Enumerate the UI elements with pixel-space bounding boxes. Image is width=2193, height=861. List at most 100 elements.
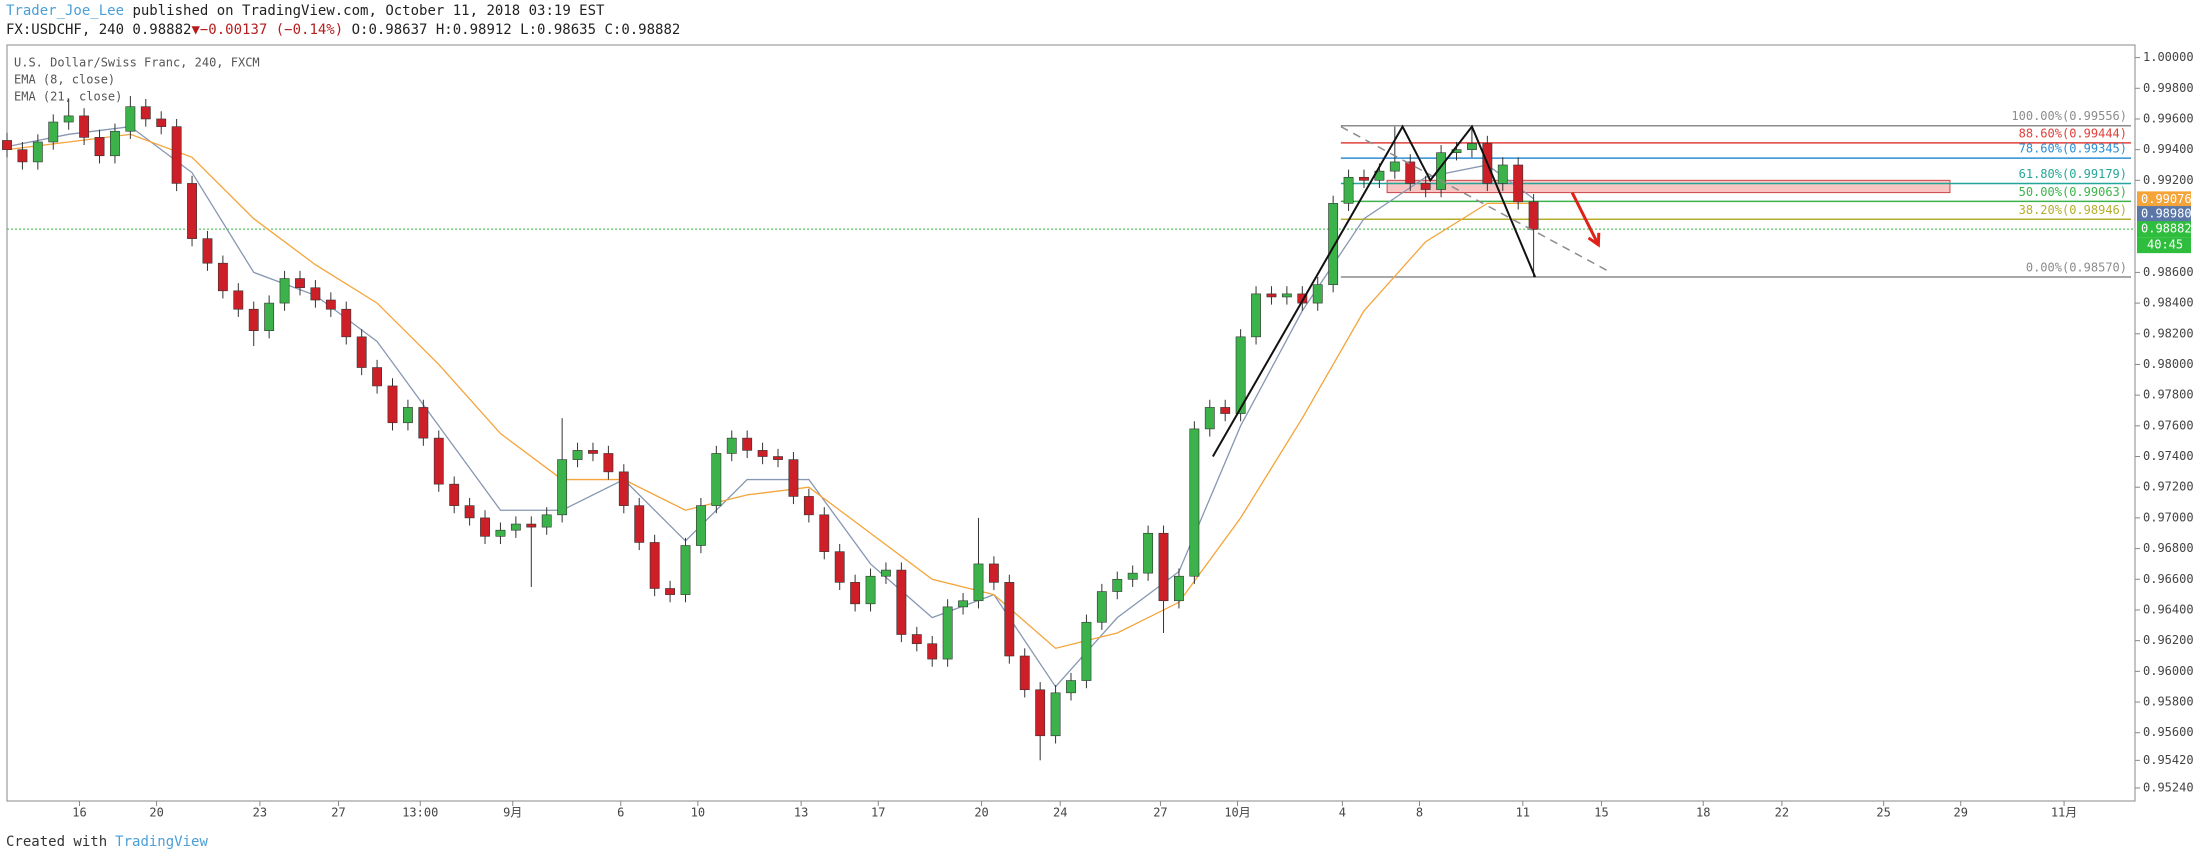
candle-body xyxy=(233,290,244,310)
candle-body xyxy=(1050,692,1061,737)
y-tick-label: 0.95420 xyxy=(2143,753,2193,767)
legend-entry: EMA (21, close) xyxy=(14,90,122,104)
x-tick-label: 8 xyxy=(1416,806,1423,820)
candle-body xyxy=(48,121,59,143)
candle-body xyxy=(680,545,691,595)
x-tick-label: 17 xyxy=(871,806,885,820)
candle-body xyxy=(1174,575,1184,602)
brand[interactable]: TradingView xyxy=(115,834,208,850)
plot-frame xyxy=(6,44,2136,802)
candle-body xyxy=(665,588,675,595)
change: ▼−0.00137 (−0.14%) xyxy=(191,22,344,38)
candle-body xyxy=(1189,428,1200,577)
candle-body xyxy=(1127,572,1138,580)
candle-body xyxy=(63,115,74,123)
y-tick-label: 0.95600 xyxy=(2143,725,2193,739)
candle-body xyxy=(217,262,228,292)
candle-body xyxy=(572,450,583,460)
price-label: 0.99076 xyxy=(2141,192,2192,206)
legend-entry: EMA (8, close) xyxy=(14,73,115,87)
price-label-box xyxy=(2137,221,2191,238)
x-tick-label: 16 xyxy=(72,806,86,820)
y-tick-label: 0.97800 xyxy=(2143,388,2193,402)
candle-body xyxy=(79,115,90,138)
candle-body xyxy=(819,514,830,552)
author[interactable]: Trader_Joe_Lee xyxy=(6,3,125,19)
candle-body xyxy=(988,563,999,583)
price-label: 0.98882 xyxy=(2141,222,2192,236)
x-tick-label: 15 xyxy=(1594,806,1608,820)
candle-body xyxy=(1528,201,1539,230)
candle-body xyxy=(1389,161,1400,172)
candle-body xyxy=(1497,164,1508,184)
y-tick-label: 0.97200 xyxy=(2143,480,2193,494)
x-tick-label: 27 xyxy=(331,806,345,820)
ema-line xyxy=(6,133,1534,650)
candle-body xyxy=(1004,582,1015,657)
fib-label: 50.00%(0.99063) xyxy=(2019,185,2127,199)
candle-body xyxy=(742,437,753,451)
candle-body xyxy=(557,459,568,516)
fib-label: 78.60%(0.99345) xyxy=(2019,142,2127,156)
candle-body xyxy=(1359,176,1369,181)
candle-body xyxy=(1420,183,1431,190)
candle-body xyxy=(973,563,984,602)
candle-body xyxy=(588,450,598,454)
candle-body xyxy=(418,407,429,439)
header-line: FX:USDCHF, 240 0.98882▼−0.00137 (−0.14%)… xyxy=(6,21,680,40)
candle-body xyxy=(248,308,259,332)
candle-body xyxy=(372,367,383,387)
pattern xyxy=(1212,124,1537,458)
candle-body xyxy=(295,278,305,289)
candle-body xyxy=(1204,407,1215,430)
candle-body xyxy=(1405,161,1416,184)
y-tick-label: 1.00000 xyxy=(2143,50,2193,64)
y-tick-label: 0.98400 xyxy=(2143,296,2193,310)
y-tick-label: 0.98000 xyxy=(2143,357,2193,371)
candle-body xyxy=(834,551,845,583)
candle-body xyxy=(279,278,290,304)
candle-body xyxy=(1328,203,1339,285)
ema-line xyxy=(6,125,1534,688)
candle-body xyxy=(1266,293,1277,298)
candle-body xyxy=(757,450,768,457)
candle-body xyxy=(325,299,336,310)
candle-body xyxy=(403,407,413,424)
candle-body xyxy=(634,505,645,543)
candle-body xyxy=(881,569,891,577)
symbol: FX:USDCHF, 240 0.98882 xyxy=(6,22,192,38)
candle-body xyxy=(726,437,737,454)
x-tick-label: 25 xyxy=(1876,806,1890,820)
y-tick-label: 0.99200 xyxy=(2143,173,2193,187)
x-tick-label: 13:00 xyxy=(402,806,438,820)
candle-body xyxy=(1035,689,1046,737)
candle-body xyxy=(958,600,968,608)
x-tick-label: 29 xyxy=(1954,806,1968,820)
candle-body xyxy=(1066,680,1076,694)
x-tick-label: 11月 xyxy=(2051,806,2077,820)
y-tick-label: 0.99800 xyxy=(2143,81,2193,95)
x-tick-label: 4 xyxy=(1339,806,1346,820)
candle-body xyxy=(1467,143,1477,150)
x-tick-label: 27 xyxy=(1153,806,1167,820)
x-tick-label: 20 xyxy=(974,806,988,820)
y-tick-label: 0.98600 xyxy=(2143,265,2193,279)
candle-body xyxy=(464,505,475,519)
candle-body xyxy=(1096,591,1107,623)
candle-body xyxy=(911,634,922,645)
ohlc: O:0.98637 H:0.98912 L:0.98635 C:0.98882 xyxy=(351,22,681,38)
candle-body xyxy=(480,517,490,537)
candle-body xyxy=(1281,293,1292,298)
arrow-head xyxy=(1587,232,1601,248)
y-tick-label: 0.98200 xyxy=(2143,326,2193,340)
candle-body xyxy=(264,302,275,332)
candle-body xyxy=(850,582,861,605)
x-tick-label: 9月 xyxy=(503,806,522,820)
candle-body xyxy=(773,456,783,460)
candle-body xyxy=(310,287,321,301)
fib-label: 88.60%(0.99444) xyxy=(2019,126,2127,140)
candle-body xyxy=(202,238,213,264)
y-tick-label: 0.97400 xyxy=(2143,449,2193,463)
x-tick-label: 13 xyxy=(794,806,808,820)
